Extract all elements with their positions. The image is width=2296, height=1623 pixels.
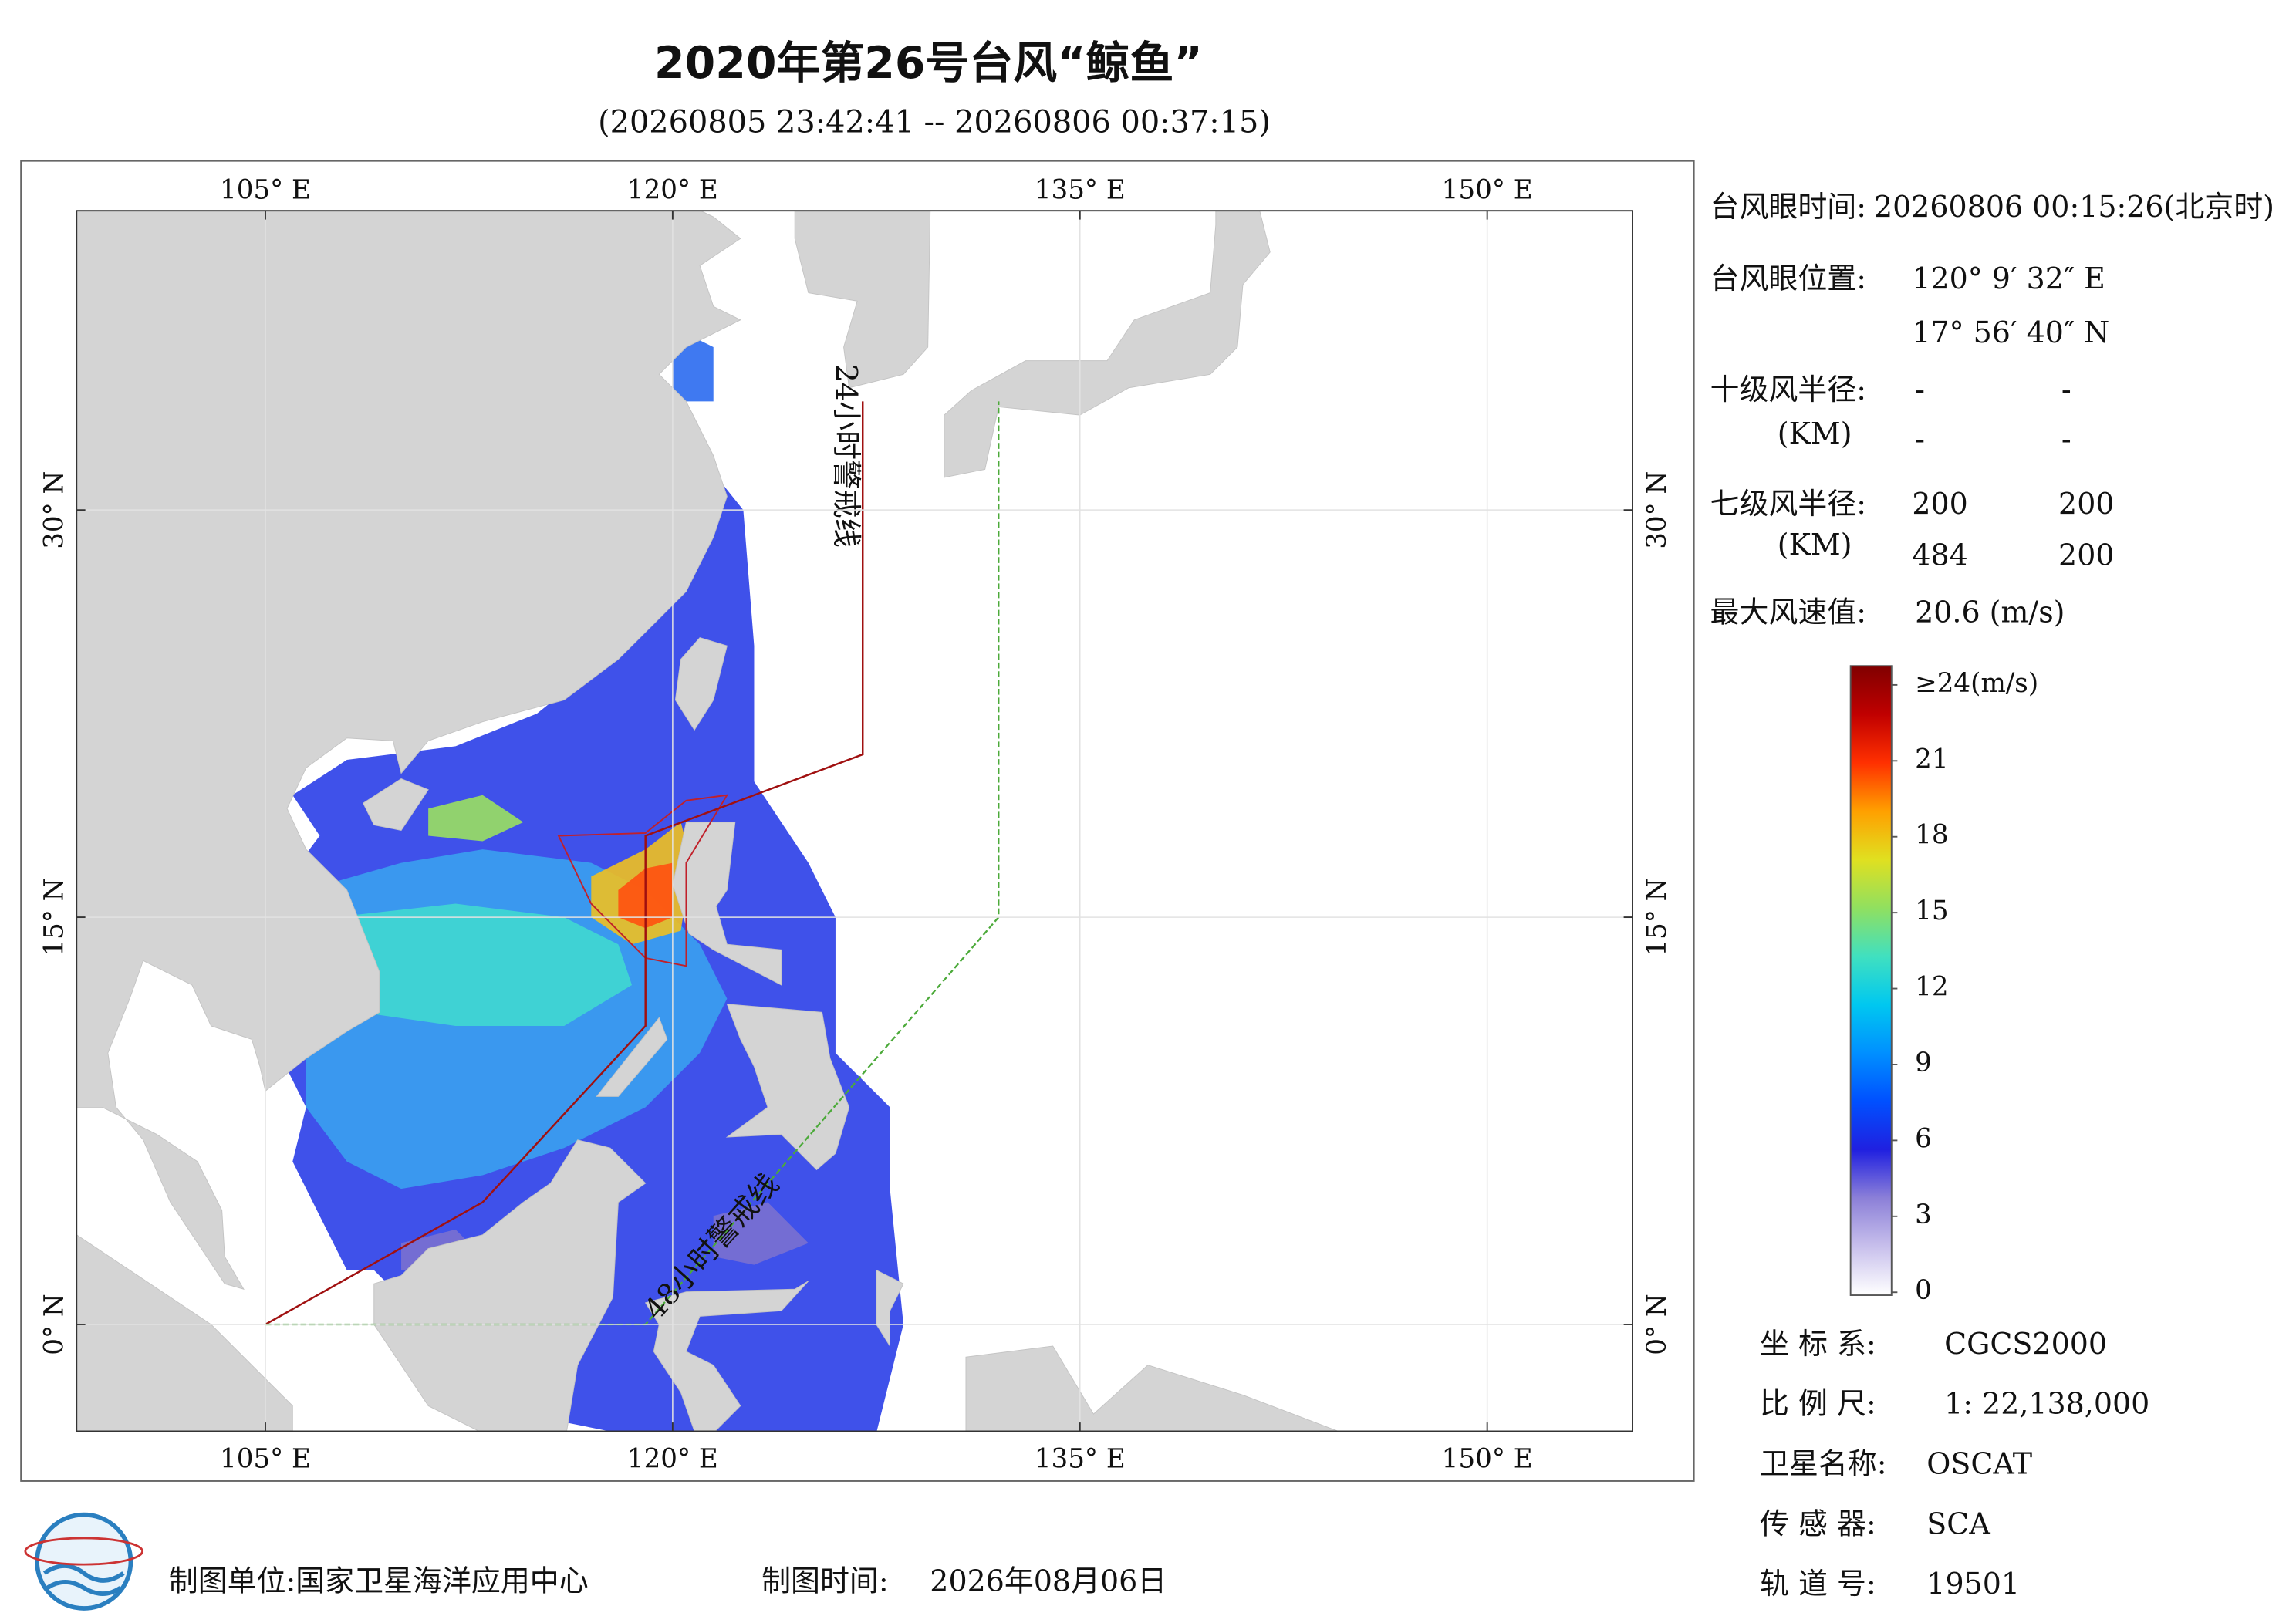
land (794, 211, 931, 389)
colorbar: 0 3 6 9 12 15 18 21 ≥24(m/s) (1849, 665, 2038, 1306)
info-value: - (2061, 422, 2071, 456)
meta-label: 传 感 器: (1760, 1507, 1876, 1540)
land (674, 637, 728, 731)
info-value: 120° 9′ 32″ E (1912, 262, 2105, 295)
map-frame (76, 210, 1633, 1432)
lat-label: 30° N (1642, 471, 1673, 549)
lon-label: 150° E (1442, 175, 1533, 206)
info-value: 17° 56′ 40″ N (1912, 315, 2109, 349)
land (76, 1234, 293, 1432)
subtitle: (20260805 23:42:41 -- 20260806 00:37:15) (598, 104, 1271, 140)
info-value: 20.6 (m/s) (1915, 595, 2065, 629)
info-label: 最大风速值: (1710, 595, 1866, 629)
meta-value: 1: 22,138,000 (1944, 1387, 2149, 1421)
colorbar-label: 18 (1915, 820, 1948, 851)
land (965, 1345, 1339, 1432)
lon-label: 135° E (1035, 1443, 1126, 1474)
meta-value: CGCS2000 (1944, 1327, 2107, 1361)
lon-label: 120° E (627, 175, 718, 206)
lon-label: 150° E (1442, 1443, 1533, 1474)
wind-field (333, 903, 633, 1026)
info-value: - (1915, 422, 1925, 456)
info-label: 十级风半径: (1710, 373, 1866, 407)
footer-unit: 制图单位:国家卫星海洋应用中心 (169, 1564, 589, 1598)
land (373, 1139, 647, 1432)
land (363, 778, 429, 832)
colorbar-label: 3 (1915, 1200, 1932, 1230)
lon-label: 105° E (220, 175, 311, 206)
meta-value: SCA (1926, 1507, 1990, 1540)
typhoon-area (557, 794, 729, 967)
logo (24, 1512, 144, 1611)
colorbar-label: 9 (1915, 1048, 1932, 1078)
info-value: - (2061, 373, 2071, 407)
info-label: 台风眼时间: (1710, 190, 1866, 224)
land (876, 1269, 904, 1348)
footer-time-label: 制图时间: (761, 1564, 889, 1598)
lat-label: 15° N (39, 878, 70, 956)
colorbar-label: 12 (1915, 972, 1948, 1003)
info-unit: (KM) (1778, 528, 1852, 562)
title: 2020年第26号台风“鲸鱼” (654, 38, 1203, 89)
info-value: 200 (2058, 538, 2114, 572)
lon-label: 105° E (220, 1443, 311, 1474)
info-value: 484 (1912, 538, 1967, 572)
info-value: - (1915, 373, 1925, 407)
info-value: 20260806 00:15:26(北京时) (1874, 190, 2274, 224)
lat-label: 15° N (1642, 878, 1673, 956)
colorbar-bar (1849, 665, 1893, 1296)
lat-label: 0° N (1642, 1294, 1673, 1355)
footer-time: 2026年08月06日 (930, 1564, 1167, 1598)
info-label: 七级风半径: (1710, 487, 1866, 521)
land (596, 1017, 668, 1097)
meta-value: OSCAT (1926, 1446, 2032, 1480)
colorbar-label: 21 (1915, 744, 1948, 774)
info-unit: (KM) (1778, 417, 1852, 450)
meta-label: 卫星名称: (1760, 1446, 1887, 1480)
info-label: 台风眼位置: (1710, 262, 1866, 295)
warning-label-24h: 24小时警戒线 (829, 364, 863, 548)
meta-label: 轨 道 号: (1760, 1567, 1876, 1601)
meta-label: 比 例 尺: (1760, 1387, 1876, 1421)
colorbar-label: 6 (1915, 1123, 1932, 1154)
colorbar-label: 0 (1915, 1275, 1932, 1306)
info-value: 200 (1912, 487, 1967, 521)
lat-label: 30° N (39, 471, 70, 549)
colorbar-label: ≥24(m/s) (1915, 668, 2038, 699)
meta-label: 坐 标 系: (1760, 1327, 1876, 1361)
land (76, 211, 741, 1291)
warning-line-24h (265, 401, 864, 1326)
lon-label: 120° E (627, 1443, 718, 1474)
map-border (20, 160, 1695, 1482)
meta-value: 19501 (1926, 1567, 2020, 1601)
land (644, 1281, 809, 1432)
lat-label: 0° N (39, 1294, 70, 1355)
info-value: 200 (2058, 487, 2114, 521)
land (725, 1004, 850, 1171)
lon-label: 135° E (1035, 175, 1126, 206)
wind-field (428, 795, 524, 842)
colorbar-label: 15 (1915, 896, 1948, 926)
